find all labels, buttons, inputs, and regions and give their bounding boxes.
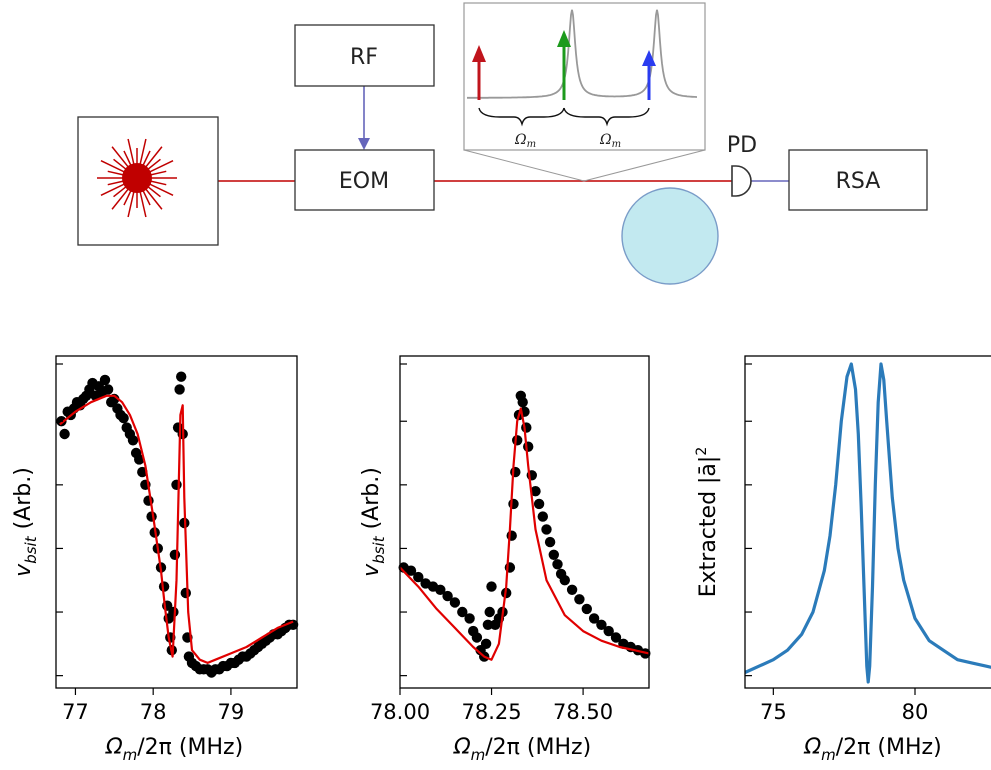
arrow-green-icon (557, 30, 571, 100)
data-point (457, 606, 468, 618)
data-point (484, 606, 495, 618)
data-point (523, 441, 534, 452)
setup-schematic: RF EOM RSA PD Ωm (77, 2, 928, 285)
y-axis-label: vbsit (Arb.) (359, 467, 388, 577)
data-point (180, 587, 191, 599)
x-tick-label: 79 (218, 700, 245, 724)
inset-zoom-line-right (583, 149, 706, 182)
data-point (537, 511, 548, 522)
data-point (559, 575, 570, 586)
data-point (471, 632, 483, 643)
data-point (517, 397, 528, 408)
x-tick-label: 75 (760, 700, 787, 724)
data-point (574, 594, 585, 605)
data-point (544, 536, 556, 548)
x-tick-label: 78.25 (461, 700, 521, 724)
x-tick-label: 78.50 (553, 700, 613, 724)
data-point (118, 412, 129, 424)
data-point (596, 619, 607, 630)
rsa-block (788, 149, 928, 211)
data-point (533, 498, 545, 510)
photodetector-icon (731, 165, 752, 197)
x-axis-label: Ωm/2π (MHz) (453, 735, 591, 764)
data-point (486, 581, 497, 592)
inset-zoom-line-left (463, 149, 585, 182)
data-point (588, 613, 600, 624)
data-point (174, 384, 185, 395)
data-point (169, 549, 181, 560)
data-point (134, 454, 145, 465)
data-point (59, 428, 70, 440)
axes-frame (55, 355, 298, 689)
data-point (482, 619, 494, 630)
data-point (413, 571, 424, 583)
data-point (480, 638, 492, 649)
fit-line (399, 407, 650, 661)
data-point (512, 435, 523, 446)
pd-label: PD (727, 133, 757, 158)
sideband-inset-box (463, 2, 706, 151)
fit-line (59, 394, 294, 664)
data-point (435, 584, 446, 595)
data-point (506, 530, 517, 541)
data-point (102, 384, 114, 395)
axes-frame (399, 355, 650, 689)
brace-left-icon (478, 107, 565, 127)
arrow-red-icon (472, 45, 486, 100)
data-point (449, 597, 461, 608)
x-axis-label: Ωm/2π (MHz) (803, 735, 941, 764)
data-point (521, 422, 532, 433)
data-point (603, 625, 614, 637)
plot-panel-3: 75 80 Ωm/2π (MHz) Extracted |ā|2 (694, 355, 991, 764)
x-axis-label: Ωm/2π (MHz) (105, 735, 243, 764)
data-point (541, 524, 552, 535)
series-line (744, 362, 991, 684)
inset-label-omega-1: Ωm (514, 132, 536, 150)
data-point (530, 486, 541, 497)
data-point (99, 374, 111, 386)
y-axis-label: Extracted |ā|2 (694, 447, 721, 598)
rf-block (294, 24, 435, 87)
plot-panel-1: 77 78 79 Ωm/2π (MHz) vbsit (Arb.) (11, 355, 299, 764)
arrow-blue-icon (642, 50, 656, 100)
rsa-label: RSA (836, 169, 881, 194)
data-point (508, 498, 519, 510)
data-point (610, 632, 622, 643)
x-tick-label: 78 (140, 700, 167, 724)
inset-cavity-spectrum (467, 9, 697, 99)
data-point (168, 606, 179, 618)
eom-label: EOM (339, 169, 389, 194)
brace-right-icon (563, 107, 650, 127)
rf-eom-arrowhead (358, 138, 370, 150)
data-point (566, 584, 578, 595)
laser-starburst-icon (97, 138, 177, 218)
data-point (176, 371, 187, 382)
data-point (548, 549, 559, 560)
plot-panel-2: 78.00 78.25 78.50 Ωm/2π (MHz) vbsit (Arb.) (359, 355, 651, 764)
data-point (405, 565, 417, 576)
y-axis-label: vbsit (Arb.) (11, 467, 40, 577)
x-tick-label: 77 (62, 700, 89, 724)
data-point (464, 613, 475, 624)
x-tick-label: 78.00 (370, 700, 430, 724)
rf-label: RF (350, 45, 378, 70)
data-point (442, 590, 453, 602)
axes-frame (744, 355, 991, 689)
data-point (171, 479, 182, 490)
x-tick-label: 80 (902, 700, 929, 724)
data-point (581, 603, 592, 615)
inset-label-omega-2: Ωm (599, 132, 621, 150)
data-point (552, 559, 563, 570)
data-point (127, 435, 139, 446)
eom-block (294, 149, 435, 211)
resonator-circle (621, 187, 719, 285)
data-point (510, 466, 521, 478)
